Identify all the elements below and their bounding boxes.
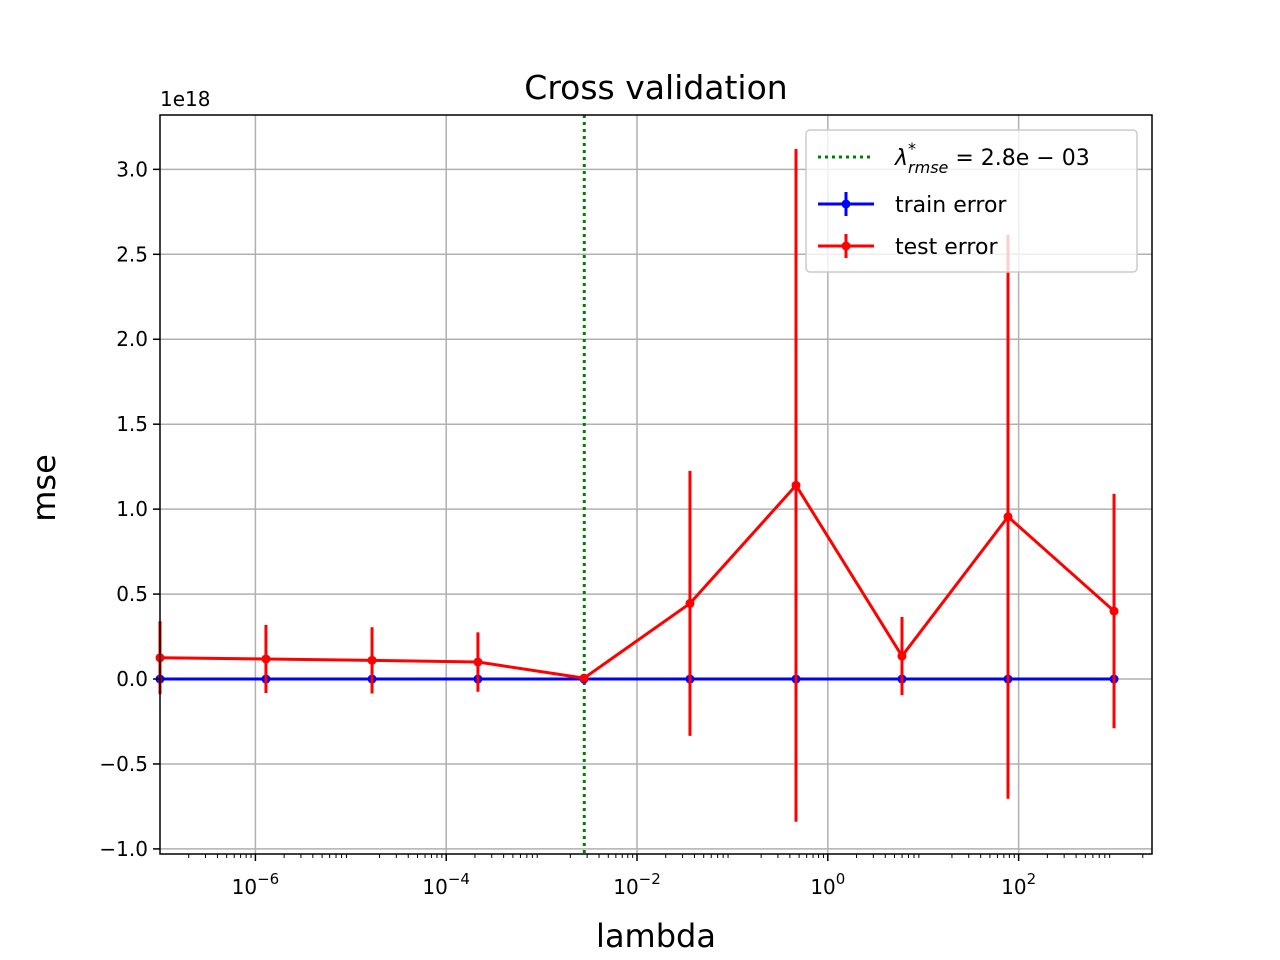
test-error-point [685,598,695,608]
legend: λ* rmse = 2.8e − 03 train error test erro… [805,129,1138,273]
test-error-point [367,655,377,665]
y-axis-title: mse [25,454,63,522]
legend-lambda-value: = 2.8e − 03 [948,146,1089,171]
plot-frame [159,114,1153,855]
test-error-point [791,480,801,490]
y-tick-label: 2.0 [116,327,148,351]
y-tick-label: −0.5 [99,752,148,776]
ticks: 10−6 10−4 10−2 100 102 −1.0 −0.5 0.0 0.5 1.0 1.5 2.… [99,157,1144,899]
x-tick-label: 10−2 [613,870,661,899]
y-tick-label: 3.0 [116,157,148,181]
x-axis-title: lambda [596,917,716,955]
y-tick-label: 1.5 [116,412,148,436]
x-tick-label: 102 [1001,870,1036,899]
legend-test-label: test error [895,235,998,260]
test-error-point [1109,606,1119,616]
y-tick-label: 2.5 [116,242,148,266]
legend-train-label: train error [895,193,1007,218]
legend-train-marker [841,199,851,209]
test-error-point [473,657,483,667]
x-tick-label: 100 [810,870,845,899]
test-error-line [159,483,1116,680]
legend-test-marker [841,241,851,251]
legend-box [805,129,1138,273]
test-error-point [897,651,907,661]
x-tick-label: 10−6 [232,870,280,899]
y-tick-label: 0.5 [116,582,148,606]
chart-title: Cross validation [524,68,787,107]
y-offset-label: 1e18 [160,87,210,111]
series-layer [155,148,1119,822]
y-tick-label: 1.0 [116,497,148,521]
legend-vline-label: λ* rmse = 2.8e − 03 [894,139,1090,177]
legend-lambda: λ [894,146,908,171]
y-tick-label: −1.0 [99,837,148,861]
test-error-point [1003,512,1013,522]
series-train-error [155,674,1119,684]
x-tick-label: 10−4 [422,870,470,899]
y-tick-label: 0.0 [116,667,148,691]
series-test-error [155,148,1119,822]
test-error-point [261,654,271,664]
legend-lambda-sup: * [908,139,916,158]
test-error-point [579,673,589,683]
legend-lambda-sub: rmse [908,158,949,177]
